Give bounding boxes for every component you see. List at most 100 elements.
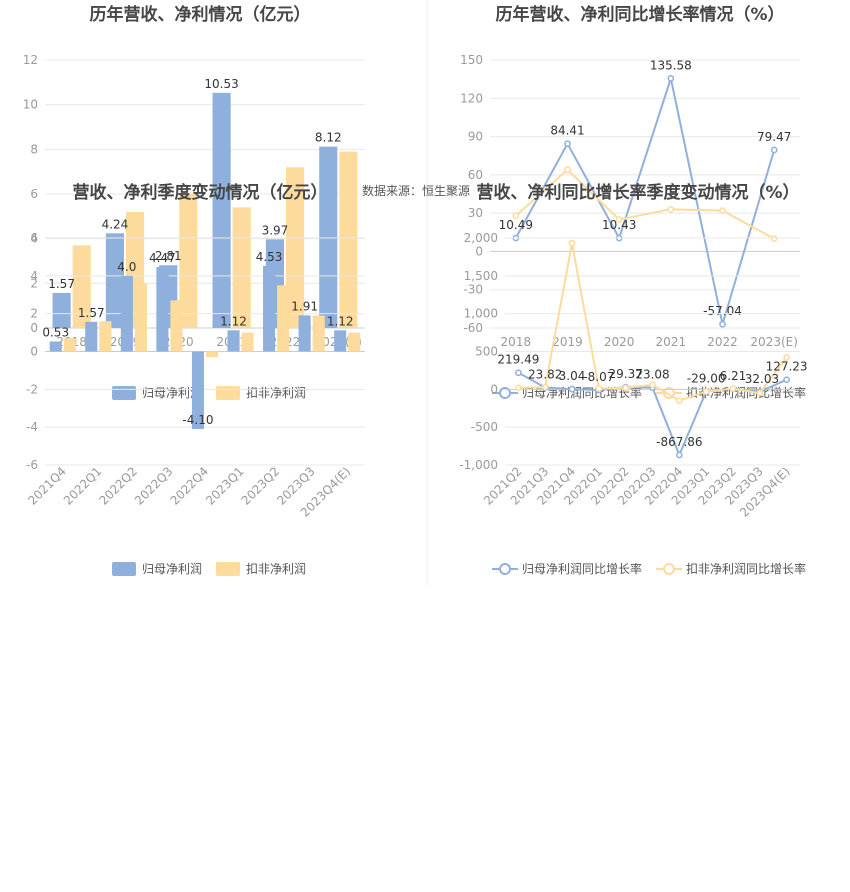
data-point: [667, 75, 675, 82]
y-tick-label: 30: [468, 206, 483, 220]
legend-item[interactable]: 扣非净利润同比增长率: [656, 385, 806, 400]
data-label: 8.12: [315, 131, 342, 145]
y-tick-label: 4: [30, 232, 38, 246]
x-tick-label: 2023Q1: [203, 464, 247, 508]
data-point: [564, 140, 571, 148]
bar-parent-net-profit: [334, 330, 347, 352]
y-tick-label: 90: [468, 130, 483, 144]
data-label: -867.86: [656, 435, 702, 449]
data-label: 1.57: [78, 306, 105, 320]
data-label: 10.43: [602, 218, 636, 232]
data-label: 10.49: [499, 218, 533, 232]
bar-parent-net-profit: [212, 92, 231, 328]
series-line-deducted: [515, 168, 775, 240]
data-label: 29.37: [609, 367, 643, 381]
data-point: [595, 385, 603, 392]
y-tick-label: -4: [26, 420, 38, 434]
legend-item[interactable]: 归母净利润同比增长率: [492, 561, 642, 576]
bar-deducted-net-profit: [312, 315, 325, 352]
bar-deducted-net-profit: [179, 194, 198, 328]
legend-item[interactable]: 归母净利润: [112, 562, 202, 576]
y-tick-label: 6: [30, 187, 38, 201]
y-tick-label: 0: [30, 345, 38, 359]
y-tick-label: 6: [30, 231, 38, 245]
legend-label: 归母净利润同比增长率: [522, 561, 642, 576]
y-tick-label: 2,000: [464, 231, 498, 245]
legend-item[interactable]: 扣非净利润: [216, 562, 306, 576]
x-tick-label: 2022Q1: [61, 464, 105, 508]
y-tick-label: -60: [463, 321, 483, 335]
data-point: [515, 369, 522, 377]
data-point: [719, 320, 726, 328]
y-tick-label: 10: [23, 98, 38, 112]
y-tick-label: -2: [26, 382, 38, 396]
data-point: [615, 216, 623, 223]
data-label: -8.07: [583, 370, 614, 384]
data-point: [667, 205, 675, 213]
data-label: 4.47: [149, 251, 176, 265]
x-tick-label: 2018: [501, 335, 532, 349]
y-tick-label: 0: [475, 244, 483, 258]
bar-parent-net-profit: [227, 330, 240, 352]
legend-swatch: [112, 386, 136, 400]
bar-deducted-net-profit: [286, 167, 305, 328]
data-label: -4.10: [182, 413, 213, 427]
y-tick-label: -30: [463, 283, 483, 297]
data-point: [783, 376, 790, 384]
data-label: -29.00: [687, 372, 726, 386]
data-label: 4.0: [117, 260, 136, 274]
y-tick-label: 1,000: [464, 307, 498, 321]
data-label: 6.21: [720, 369, 747, 383]
bar-deducted-net-profit: [99, 321, 112, 352]
legend-label: 扣非净利润: [246, 386, 306, 400]
data-label: 4.24: [102, 217, 129, 231]
y-tick-label: 500: [475, 345, 498, 359]
bar-parent-net-profit: [120, 275, 133, 352]
data-label: 127.23: [766, 360, 808, 374]
data-point: [568, 239, 576, 247]
bar-deducted-net-profit: [339, 151, 358, 328]
bar-parent-net-profit: [156, 266, 169, 352]
data-label: -32.03: [740, 372, 779, 386]
y-tick-label: -6: [26, 458, 38, 472]
data-point: [783, 354, 790, 361]
chart-title: 营收、净利季度变动情况（亿元）: [73, 182, 328, 203]
legend-label: 扣非净利润: [246, 562, 306, 576]
bar-parent-net-profit: [52, 292, 71, 328]
data-label: 219.49: [497, 353, 539, 367]
y-tick-label: 2: [30, 307, 38, 321]
x-tick-label: 2021: [656, 335, 687, 349]
legend-swatch: [216, 386, 240, 400]
x-tick-label: 2023Q2: [239, 464, 283, 508]
bar-parent-net-profit: [105, 233, 124, 328]
data-point: [568, 385, 576, 393]
bar-parent-net-profit: [298, 315, 311, 352]
y-tick-label: 8: [30, 142, 38, 156]
data-label: 2.81: [155, 249, 182, 263]
y-tick-label: -1,000: [459, 458, 498, 472]
legend-item[interactable]: 归母净利润: [112, 386, 202, 400]
annual-growth-chart: 历年营收、净利同比增长率情况（%） -60 -30 0 30 60 90 120 150 2018…: [460, 4, 806, 400]
bar-deducted-net-profit: [170, 300, 183, 352]
y-tick-label: 150: [460, 53, 483, 67]
data-label: 3.97: [262, 223, 289, 237]
x-tick-label: 2020: [604, 335, 635, 349]
data-label: 3.04: [559, 369, 586, 383]
data-point: [512, 212, 520, 220]
data-point: [541, 383, 549, 391]
data-label: 23.08: [635, 368, 669, 382]
y-tick-label: 0: [30, 321, 38, 335]
legend-item[interactable]: 扣非净利润: [216, 386, 306, 400]
y-tick-label: 1,500: [464, 269, 498, 283]
data-label: 135.58: [650, 58, 692, 72]
x-tick-label: 2022Q3: [132, 464, 176, 508]
data-label: 1.57: [48, 277, 75, 291]
bar-parent-net-profit: [49, 341, 62, 352]
bar-parent-net-profit: [191, 351, 204, 430]
legend-item[interactable]: 扣非净利润同比增长率: [656, 561, 806, 576]
y-tick-label: 12: [23, 53, 38, 67]
data-point: [675, 397, 683, 405]
legend-label: 归母净利润: [142, 562, 202, 576]
series-line-parent: [514, 74, 776, 325]
